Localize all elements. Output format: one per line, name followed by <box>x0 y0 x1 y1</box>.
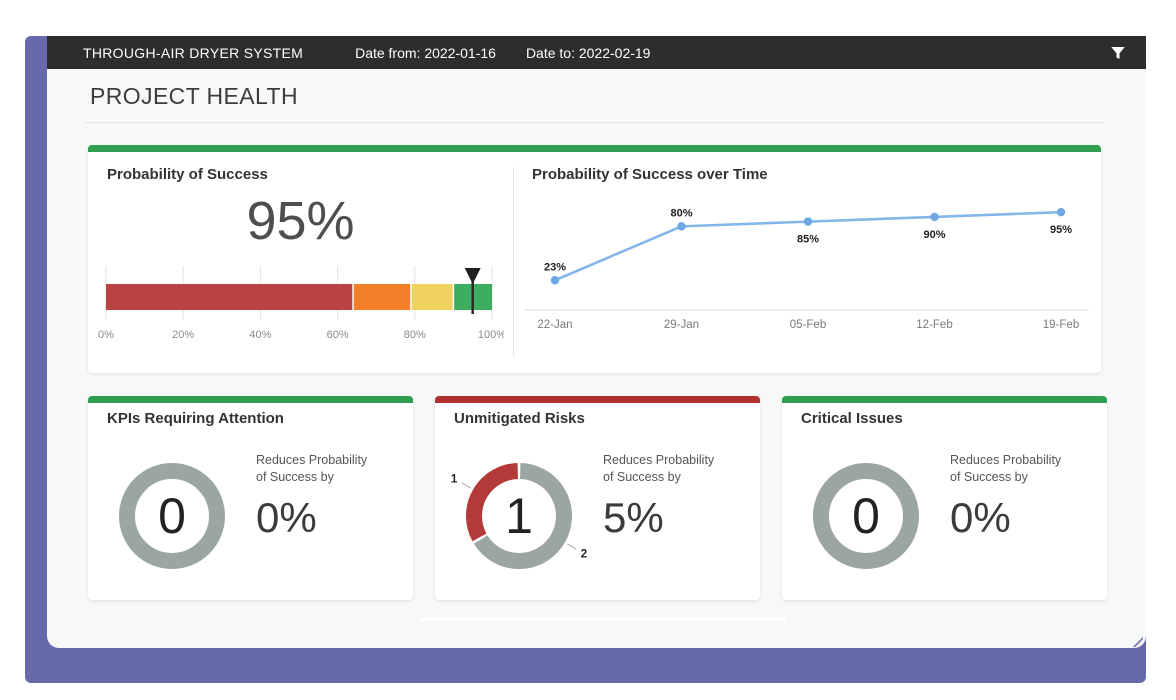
panel-divider <box>513 167 514 357</box>
risks-title: Unmitigated Risks <box>454 410 585 427</box>
reduce-label: of Success by <box>950 470 1028 484</box>
svg-text:90%: 90% <box>923 229 945 241</box>
kpis-title: KPIs Requiring Attention <box>107 410 284 427</box>
kpis-donut-chart[interactable]: 0 <box>96 438 248 590</box>
svg-text:20%: 20% <box>172 329 194 341</box>
reduce-label: Reduces Probability <box>603 453 715 467</box>
risks-reduce-value: 5% <box>603 494 664 541</box>
gauge-title: Probability of Success <box>107 166 268 183</box>
card-status-bar <box>782 396 1107 403</box>
card-status-bar <box>88 396 413 403</box>
risks-donut-chart[interactable]: 1 2 1 <box>443 438 595 590</box>
risks-reduce-block: Reduces Probability of Success by 5% <box>603 452 714 542</box>
svg-text:29-Jan: 29-Jan <box>664 319 699 331</box>
issues-reduce-value: 0% <box>950 494 1011 541</box>
svg-text:23%: 23% <box>544 261 566 273</box>
filter-funnel-icon[interactable] <box>1106 41 1130 65</box>
reduce-label: Reduces Probability <box>950 453 1062 467</box>
date-to-filter[interactable]: Date to: 2022-02-19 <box>525 44 651 61</box>
svg-text:05-Feb: 05-Feb <box>790 319 826 331</box>
issues-title: Critical Issues <box>801 410 903 427</box>
app-header-bar: THROUGH-AIR DRYER SYSTEM Date from: 2022… <box>47 36 1146 69</box>
kpis-card: KPIs Requiring Attention 0 Reduces Proba… <box>88 396 413 600</box>
title-divider <box>85 122 1103 123</box>
svg-text:22-Jan: 22-Jan <box>537 319 572 331</box>
gauge-value: 95% <box>246 191 355 251</box>
app-title: THROUGH-AIR DRYER SYSTEM <box>83 44 304 61</box>
svg-text:1: 1 <box>505 488 533 544</box>
svg-text:80%: 80% <box>670 207 692 219</box>
svg-text:0: 0 <box>852 488 880 544</box>
svg-text:0: 0 <box>158 488 186 544</box>
svg-text:40%: 40% <box>249 329 271 341</box>
dashboard-sheet: PROJECT HEALTH Probability of Success 95… <box>47 69 1146 648</box>
probability-of-success-panel: Probability of Success 95% 0% 20% 40% 60% 80… <box>88 152 513 373</box>
resize-grip[interactable] <box>1131 635 1143 647</box>
risks-card: Unmitigated Risks 1 2 1 Reduces Probabilit… <box>435 396 760 600</box>
page-title: PROJECT HEALTH <box>90 83 298 109</box>
svg-text:1: 1 <box>451 474 458 486</box>
success-over-time-chart[interactable]: 23% 22-Jan 80% 29-Jan 85% 05-Feb 90% 12-Feb 95% 1… <box>523 184 1093 342</box>
card-status-bar <box>435 396 760 403</box>
issues-card: Critical Issues 0 Reduces Probability of… <box>782 396 1107 600</box>
svg-text:95%: 95% <box>1050 224 1072 236</box>
svg-text:19-Feb: 19-Feb <box>1043 319 1079 331</box>
svg-text:60%: 60% <box>327 329 349 341</box>
success-gauge-chart[interactable]: 0% 20% 40% 60% 80% 100% <box>94 262 504 354</box>
svg-text:0%: 0% <box>98 329 114 341</box>
horizontal-scrollbar[interactable] <box>420 617 786 621</box>
issues-donut-chart[interactable]: 0 <box>790 438 942 590</box>
svg-text:100%: 100% <box>478 329 504 341</box>
svg-text:12-Feb: 12-Feb <box>916 319 952 331</box>
kpis-reduce-block: Reduces Probability of Success by 0% <box>256 452 367 542</box>
kpis-reduce-value: 0% <box>256 494 317 541</box>
probability-over-time-panel: Probability of Success over Time 23% 22-J… <box>513 152 1101 373</box>
date-from-filter[interactable]: Date from: 2022-01-16 <box>355 44 496 61</box>
svg-text:80%: 80% <box>404 329 426 341</box>
card-status-bar <box>88 145 1101 152</box>
svg-text:85%: 85% <box>797 234 819 246</box>
reduce-label: Reduces Probability <box>256 453 368 467</box>
svg-text:2: 2 <box>581 549 587 561</box>
issues-reduce-block: Reduces Probability of Success by 0% <box>950 452 1061 542</box>
project-health-card: Probability of Success 95% 0% 20% 40% 60% 80… <box>88 145 1101 373</box>
reduce-label: of Success by <box>603 470 681 484</box>
line-chart-title: Probability of Success over Time <box>532 166 768 183</box>
reduce-label: of Success by <box>256 470 334 484</box>
